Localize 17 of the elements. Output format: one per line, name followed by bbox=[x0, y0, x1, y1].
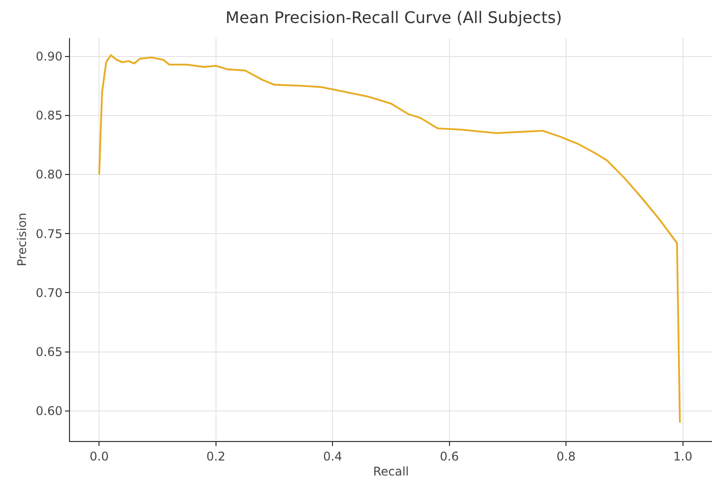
x-tick-label: 0.8 bbox=[556, 450, 576, 464]
y-tick-label: 0.85 bbox=[36, 108, 62, 123]
y-tick-label: 0.70 bbox=[36, 286, 62, 300]
x-axis-title: Recall bbox=[373, 464, 409, 478]
chart-title: Mean Precision-Recall Curve (All Subjects) bbox=[226, 8, 562, 28]
y-tick-label: 0.65 bbox=[36, 344, 62, 359]
x-tick-label: 0.6 bbox=[440, 450, 459, 464]
x-tick-label: 0.4 bbox=[323, 450, 342, 464]
y-tick-label: 0.80 bbox=[36, 168, 62, 182]
y-axis-title: Precision bbox=[15, 212, 30, 266]
x-tick-label: 0.0 bbox=[90, 450, 109, 464]
y-tick-label: 0.90 bbox=[36, 50, 62, 64]
y-tick-label: 0.75 bbox=[36, 226, 62, 241]
y-tick-label: 0.60 bbox=[36, 404, 62, 418]
line-series bbox=[98, 54, 681, 424]
x-tick-label: 1.0 bbox=[673, 450, 692, 464]
x-tick-label: 0.2 bbox=[206, 450, 226, 464]
